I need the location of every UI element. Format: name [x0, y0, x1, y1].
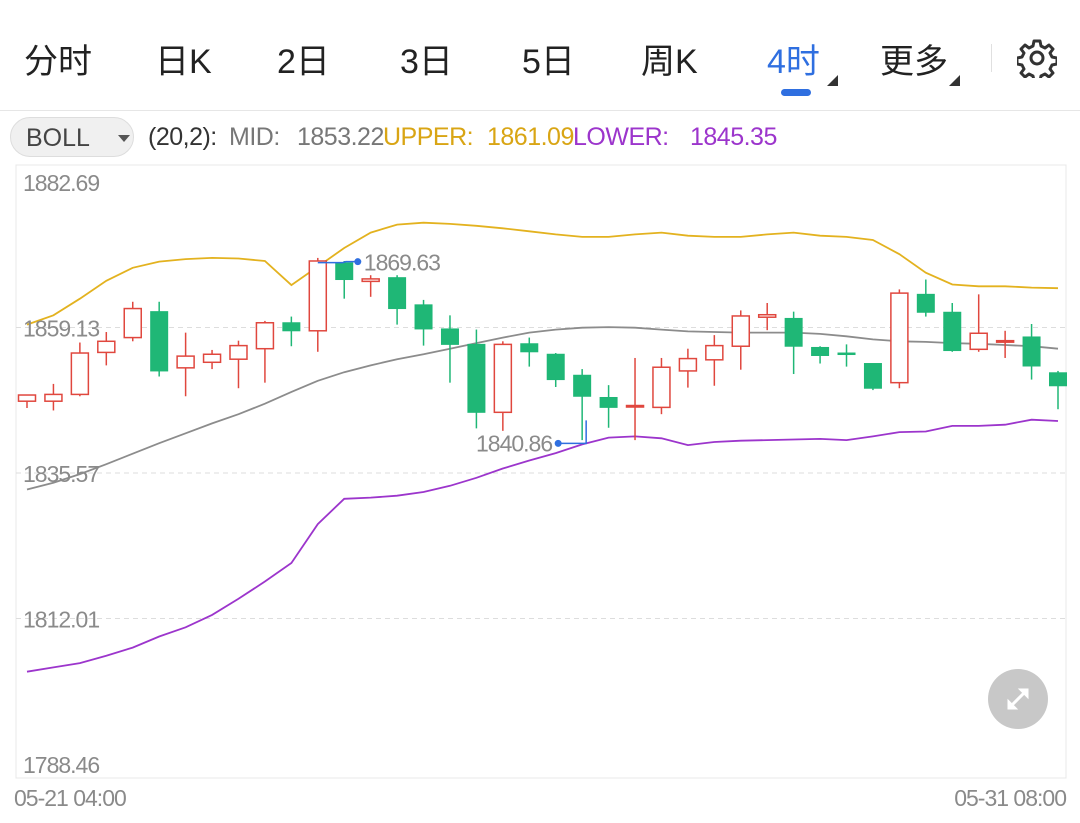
candle-body — [731, 315, 751, 347]
y-tick-label: 1812.01 — [23, 607, 99, 633]
candle-body — [70, 352, 90, 396]
candle-body — [705, 344, 724, 361]
mid-label: MID: — [229, 123, 280, 151]
candle-body — [916, 293, 935, 313]
candle-body — [493, 343, 513, 414]
upper-value: 1861.09 — [487, 123, 574, 151]
candle-body — [520, 343, 539, 353]
tab-intraday[interactable]: 分时 — [24, 43, 92, 81]
y-tick-label: 1835.57 — [23, 461, 99, 487]
candle-body — [229, 344, 248, 360]
candle-body — [969, 332, 988, 351]
caret-down-icon — [118, 135, 130, 142]
candle-body — [1049, 372, 1067, 387]
candle-body — [255, 322, 275, 350]
x-tick-label: 05-31 08:00 — [954, 785, 1066, 811]
tab-5-day[interactable]: 5日 — [522, 43, 575, 81]
tab-4-hour[interactable]: 4时 — [767, 34, 820, 83]
candle-body — [546, 353, 565, 381]
candle-body — [150, 311, 169, 372]
indicator-params: (20,2): — [148, 123, 217, 151]
upper-band-line — [26, 221, 1059, 326]
min-marker-dot — [554, 439, 562, 447]
candle-body — [202, 353, 222, 364]
candle-body — [414, 304, 433, 330]
max-marker-line — [317, 260, 358, 264]
min-marker-line — [558, 420, 587, 445]
candle-body — [678, 357, 698, 372]
candle-body — [388, 277, 407, 310]
tab-more[interactable]: 更多 — [880, 34, 948, 83]
candle-body — [837, 352, 856, 356]
candle-body — [176, 355, 195, 369]
min-annotation: 1840.86 — [476, 430, 552, 456]
y-tick-label: 1859.13 — [23, 316, 99, 342]
tab-3-day[interactable]: 3日 — [400, 43, 453, 81]
candle-body — [943, 311, 962, 352]
candle-body — [890, 292, 909, 384]
candle-body — [440, 328, 459, 345]
indicator-name: BOLL — [26, 124, 90, 152]
period-tab-bar: 分时 日K 2日 3日 5日 周K 4时 更多 — [0, 0, 1080, 111]
y-tick-label: 1788.46 — [23, 752, 99, 778]
candle-body — [123, 307, 142, 339]
tab-4-hour-dropdown-icon[interactable] — [827, 75, 838, 86]
tab-more-label: 更多 — [880, 43, 948, 81]
candle-body — [811, 346, 830, 356]
candle-body — [361, 278, 380, 283]
x-tick-label: 05-21 04:00 — [14, 785, 126, 811]
candle-body — [652, 366, 671, 409]
max-annotation: 1869.63 — [364, 250, 440, 276]
upper-label: UPPER: — [383, 123, 474, 151]
candle-body — [573, 374, 592, 397]
mid-band-line — [26, 326, 1059, 491]
y-tick-label: 1882.69 — [23, 170, 99, 196]
max-marker-dot — [354, 258, 362, 266]
lower-band-line — [26, 418, 1059, 673]
candle-body — [995, 339, 1015, 343]
tab-more-dropdown-icon[interactable] — [949, 75, 960, 86]
active-tab-indicator — [781, 89, 811, 96]
candle-body — [44, 393, 63, 402]
tab-2-day[interactable]: 2日 — [277, 43, 330, 81]
lower-label: LOWER: — [573, 123, 669, 151]
candle-body — [308, 260, 328, 332]
mid-value: 1853.22 — [297, 123, 384, 151]
lower-value: 1845.35 — [690, 123, 777, 151]
tab-weekly-k[interactable]: 周K — [641, 43, 698, 81]
candle-body — [757, 313, 777, 318]
candle-body — [625, 404, 645, 408]
indicator-select[interactable]: BOLL — [10, 117, 134, 157]
tab-daily-k[interactable]: 日K — [155, 43, 212, 81]
candle-body — [282, 322, 301, 332]
expand-icon[interactable] — [988, 669, 1048, 729]
tab-4-hour-label: 4时 — [767, 43, 820, 81]
candle-body — [863, 363, 882, 389]
candle-body — [784, 317, 803, 347]
candle-body — [467, 343, 486, 413]
tab-divider — [991, 44, 992, 72]
candle-body — [335, 262, 354, 281]
candle-body — [1022, 336, 1041, 367]
candle-body — [599, 396, 618, 408]
candle-body — [17, 394, 37, 402]
plot-area — [15, 164, 1067, 779]
candle-body — [97, 340, 116, 354]
